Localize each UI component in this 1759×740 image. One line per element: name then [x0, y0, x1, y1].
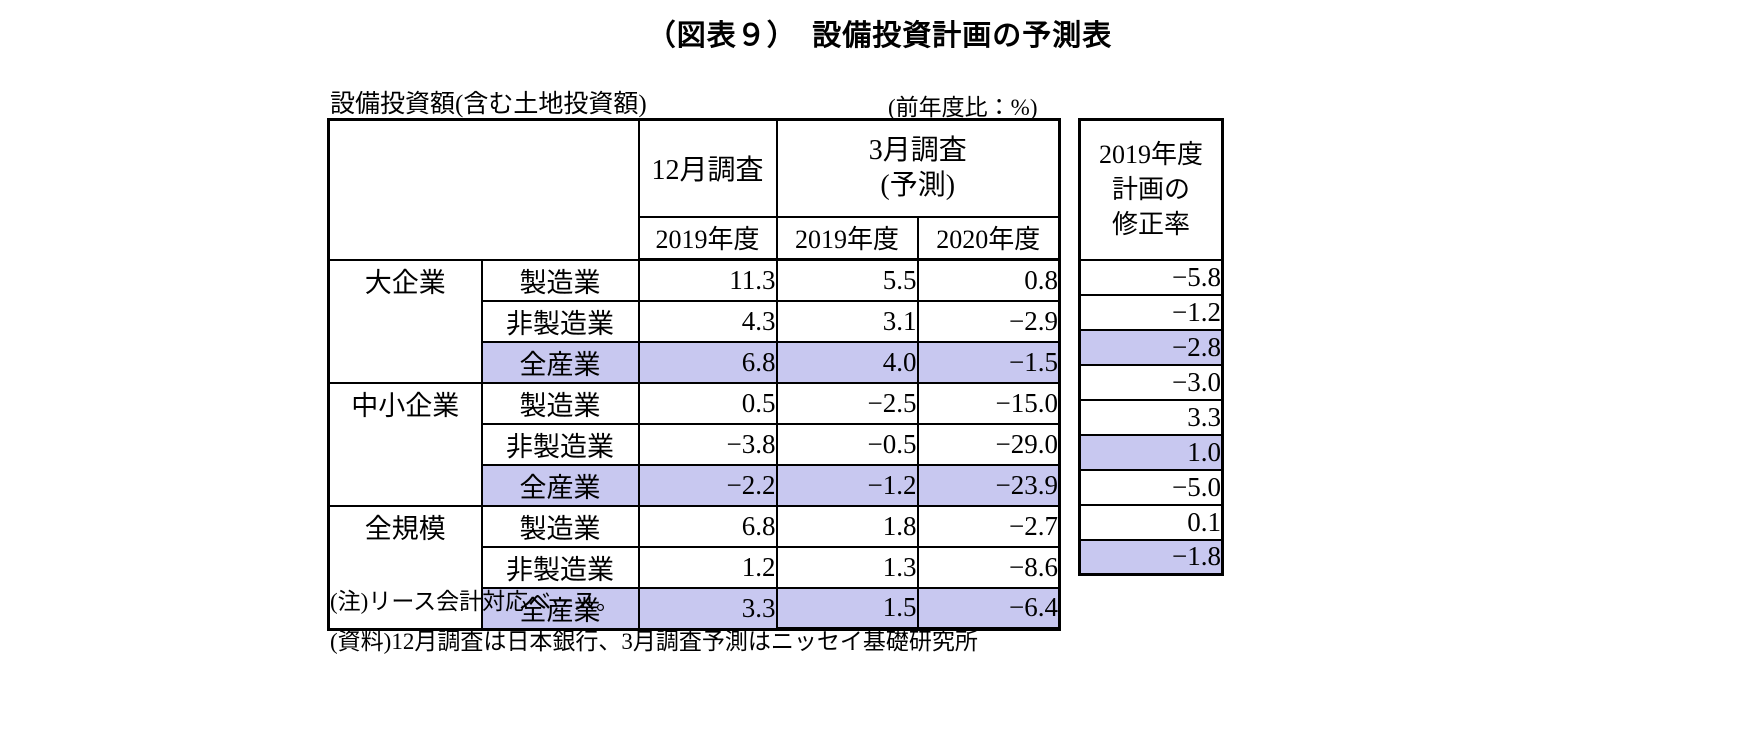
cell-mar2020: −29.0 [916, 422, 1061, 466]
cell-revision: −1.2 [1078, 293, 1224, 331]
industry-label: 製造業 [480, 258, 640, 302]
table-row: 非製造業 4.3 3.1 −2.9 [329, 299, 1061, 343]
table-row: 3.3 [1078, 398, 1224, 436]
cell-revision: −1.8 [1078, 538, 1224, 576]
cell-revision: −5.0 [1078, 468, 1224, 506]
note-source: (資料)12月調査は日本銀行、3月調査予測はニッセイ基礎研究所 [330, 629, 978, 654]
note-lease: (注)リース会計対応ベース。 [330, 589, 620, 614]
cell-mar2019: −1.2 [775, 463, 919, 507]
cell-mar2020: −23.9 [916, 463, 1061, 507]
cell-mar2019: 1.5 [775, 586, 919, 631]
cell-mar2020: −2.9 [916, 299, 1061, 343]
industry-label: 非製造業 [480, 422, 640, 466]
group-label: 全規模 [327, 504, 483, 630]
mar-survey-header: 3月調査 (予測) [775, 118, 1061, 218]
industry-label: 全産業 [480, 586, 640, 630]
cell-mar2019: 5.5 [775, 258, 919, 302]
cell-dec2019: −3.8 [637, 422, 778, 466]
table-row: 非製造業 −3.8 −0.5 −29.0 [329, 422, 1061, 466]
industry-label: 全産業 [480, 340, 640, 384]
cell-revision: −5.8 [1078, 258, 1224, 296]
cell-mar2019: 3.1 [775, 299, 919, 343]
cell-mar2020: −6.4 [916, 586, 1061, 631]
table-row: −3.0 [1078, 363, 1224, 401]
dec-survey-header: 12月調査 [637, 118, 778, 218]
table-row: 大企業 製造業 11.3 5.5 0.8 [327, 258, 1061, 384]
cell-dec2019: 6.8 [637, 504, 778, 548]
table-row-highlight: −1.8 [1078, 538, 1224, 576]
cell-mar2019: 1.3 [775, 545, 919, 589]
industry-label: 製造業 [480, 381, 640, 425]
cell-revision: 1.0 [1078, 433, 1224, 471]
cell-dec2019: 1.2 [637, 545, 778, 589]
cell-dec2019: 11.3 [637, 258, 778, 302]
group-label: 中小企業 [327, 381, 483, 507]
cell-mar2019: 1.8 [775, 504, 919, 548]
cell-dec2019: −2.2 [637, 463, 778, 507]
cell-dec2019: 0.5 [637, 381, 778, 425]
cell-mar2019: −2.5 [775, 381, 919, 425]
table-row-highlight: 1.0 [1078, 433, 1224, 471]
table-caption-left: 設備投資額(含む土地投資額) [330, 91, 647, 118]
mar-year1-header: 2019年度 [775, 215, 919, 261]
table-row-highlight: 全産業 6.8 4.0 −1.5 [329, 340, 1061, 384]
main-table: 12月調査 3月調査 (予測) 2019年度 2019年度 2020年度 大企業… [327, 118, 1062, 631]
cell-revision: −2.8 [1078, 328, 1224, 366]
table-caption-right: (前年度比：%) [888, 95, 1038, 120]
cell-revision: 0.1 [1078, 503, 1224, 541]
cell-mar2020: −1.5 [916, 340, 1061, 384]
cell-mar2020: 0.8 [916, 258, 1061, 302]
table-row: 非製造業 1.2 1.3 −8.6 [329, 545, 1061, 589]
revision-header: 2019年度 計画の 修正率 [1078, 118, 1224, 261]
table-row-highlight: 全産業 −2.2 −1.2 −23.9 [329, 463, 1061, 507]
industry-label: 非製造業 [480, 545, 640, 589]
cell-revision: 3.3 [1078, 398, 1224, 436]
tables-container: 12月調査 3月調査 (予測) 2019年度 2019年度 2020年度 大企業… [327, 118, 1225, 631]
cell-mar2020: −15.0 [916, 381, 1061, 425]
industry-label: 製造業 [480, 504, 640, 548]
table-row-highlight: 全産業 3.3 1.5 −6.4 [329, 586, 1061, 631]
table-row: 0.1 [1078, 503, 1224, 541]
cell-mar2019: −0.5 [775, 422, 919, 466]
industry-label: 全産業 [480, 463, 640, 507]
table-row: −5.0 [1078, 468, 1224, 506]
cell-dec2019: 6.8 [637, 340, 778, 384]
table-row: −5.8 [1078, 258, 1224, 296]
table-row: 全規模 製造業 6.8 1.8 −2.7 [327, 504, 1061, 630]
cell-mar2020: −8.6 [916, 545, 1061, 589]
blank-header-cell [327, 118, 640, 261]
cell-dec2019: 4.3 [637, 299, 778, 343]
cell-mar2020: −2.7 [916, 504, 1061, 548]
mar-year2-header: 2020年度 [916, 215, 1061, 261]
cell-revision: −3.0 [1078, 363, 1224, 401]
industry-label: 非製造業 [480, 299, 640, 343]
page-title: （図表９） 設備投資計画の予測表 [646, 20, 1113, 52]
table-row: 中小企業 製造業 0.5 −2.5 −15.0 [327, 381, 1061, 507]
dec-year-header: 2019年度 [637, 215, 778, 261]
cell-dec2019: 3.3 [637, 586, 778, 630]
revision-table: 2019年度 計画の 修正率 −5.8 −1.2 −2.8 −3.0 3.3 1… [1078, 118, 1225, 576]
group-label: 大企業 [327, 258, 483, 384]
table-row: −1.2 [1078, 293, 1224, 331]
table-row-highlight: −2.8 [1078, 328, 1224, 366]
cell-mar2019: 4.0 [775, 340, 919, 384]
